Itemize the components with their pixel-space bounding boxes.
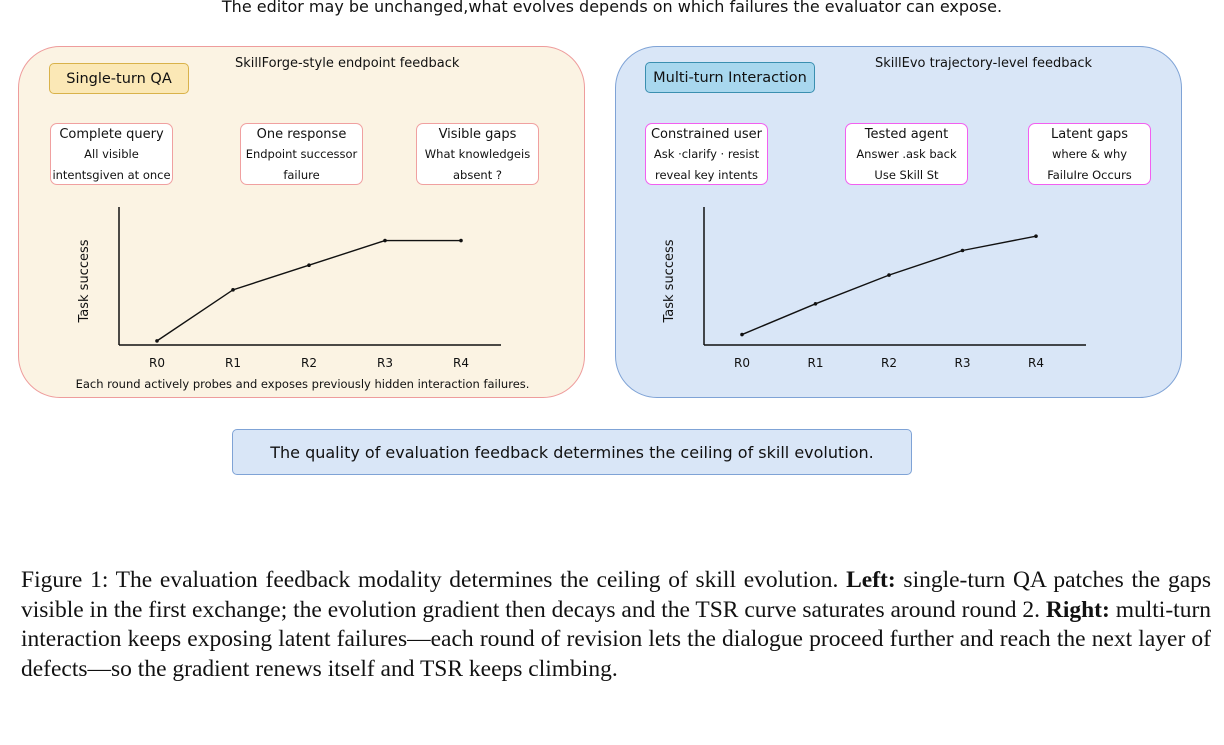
caption-left-label: Left: <box>846 567 896 593</box>
data-point-R2 <box>887 273 891 277</box>
left-bottom-text: Each round actively probes and exposes p… <box>19 377 586 391</box>
data-point-R2 <box>307 263 311 267</box>
left-task-success-chart: Task success R0 R1 R2 R3 R4 <box>19 47 586 399</box>
data-point-R0 <box>155 339 159 343</box>
data-point-R1 <box>231 288 235 292</box>
right-task-success-chart: Task success R0 R1 R2 R3 R4 <box>616 47 1183 399</box>
x-tick-label-R4: R4 <box>453 356 469 370</box>
caption-label: Figure 1: <box>21 567 108 593</box>
data-point-R1 <box>814 302 818 306</box>
quality-callout: The quality of evaluation feedback deter… <box>232 429 912 475</box>
data-point-R4 <box>1034 234 1038 238</box>
data-point-R0 <box>740 333 744 337</box>
y-axis-label: Task success <box>662 239 677 323</box>
x-tick-label-R0: R0 <box>149 356 165 370</box>
single-turn-panel: Single-turn QA SkillForge-style endpoint… <box>18 46 585 398</box>
x-tick-label-R2: R2 <box>301 356 317 370</box>
x-tick-label-R4: R4 <box>1028 356 1044 370</box>
x-tick-label-R3: R3 <box>955 356 971 370</box>
multi-turn-panel: Multi-turn Interaction SkillEvo trajecto… <box>615 46 1182 398</box>
figure-top-note: The editor may be unchanged,what evolves… <box>0 0 1224 16</box>
x-tick-label-R3: R3 <box>377 356 393 370</box>
x-tick-label-R2: R2 <box>881 356 897 370</box>
x-tick-label-R1: R1 <box>808 356 824 370</box>
data-point-R3 <box>961 249 965 253</box>
data-point-R3 <box>383 239 387 243</box>
caption-right-label: Right: <box>1046 597 1110 623</box>
x-tick-label-R0: R0 <box>734 356 750 370</box>
y-axis-label: Task success <box>77 239 92 323</box>
x-tick-label-R1: R1 <box>225 356 241 370</box>
series-line <box>742 236 1036 334</box>
caption-text-1: The evaluation feedback modality determi… <box>116 567 839 593</box>
figure-caption: Figure 1: The evaluation feedback modali… <box>21 566 1211 684</box>
data-point-R4 <box>459 239 463 243</box>
series-line <box>157 241 461 341</box>
